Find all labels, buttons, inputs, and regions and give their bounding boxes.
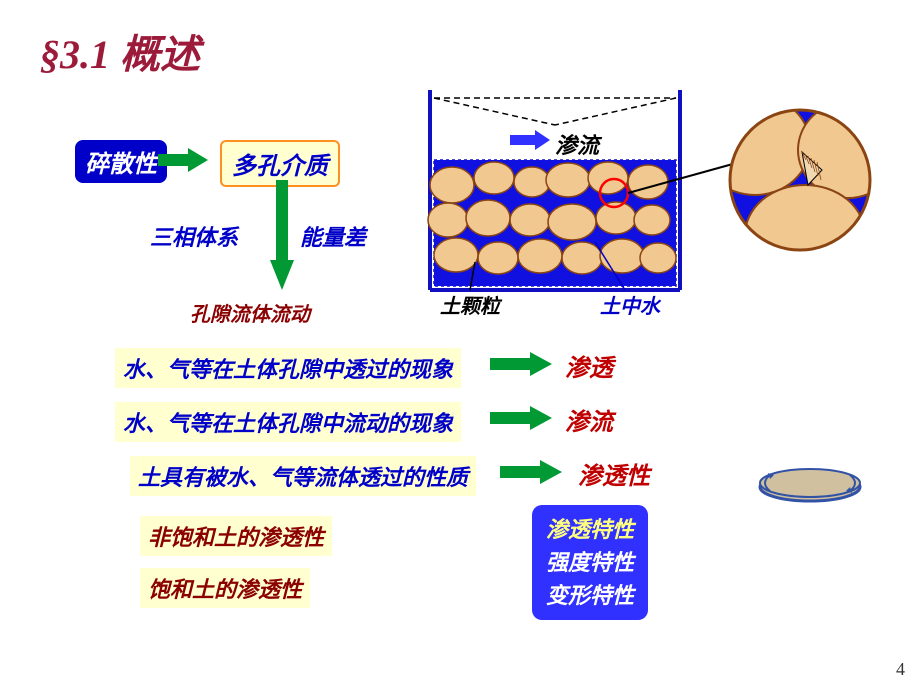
soil-water-diagram: [0, 0, 920, 320]
soil-particle-label-text: 土颗粒: [440, 296, 500, 318]
char-line-2: 变形特性: [546, 579, 634, 612]
water-in-soil-label: 土中水: [600, 290, 660, 319]
def-penetration: 水、气等在土体孔隙中透过的现象: [115, 348, 461, 388]
label-saturated: 饱和土的渗透性: [140, 568, 310, 608]
res-permeability: 渗透性: [578, 456, 650, 491]
def-seepage: 水、气等在土体孔隙中流动的现象: [115, 402, 461, 442]
container-dashed-top: [434, 98, 676, 125]
def-permeability-text: 土具有被水、气等流体透过的性质: [138, 465, 468, 490]
soil-particle-label: 土颗粒: [440, 290, 500, 319]
def-seepage-text: 水、气等在土体孔隙中流动的现象: [123, 411, 453, 436]
seepage-arrow-icon: [510, 130, 550, 150]
def-permeability: 土具有被水、气等流体透过的性质: [130, 456, 476, 496]
label-unsaturated-text: 非饱和土的渗透性: [148, 525, 324, 550]
def-penetration-text: 水、气等在土体孔隙中透过的现象: [123, 357, 453, 382]
seepage-label-text: 渗流: [555, 133, 599, 158]
characteristics-box: 渗透特性 强度特性 变形特性: [532, 505, 648, 620]
arrow-def2: [490, 406, 560, 436]
page-number-text: 4: [896, 659, 905, 679]
soil-particles: [428, 162, 676, 274]
res-seepage-text: 渗流: [565, 410, 613, 436]
water-in-soil-label-text: 土中水: [600, 296, 660, 318]
label-unsaturated: 非饱和土的渗透性: [140, 516, 332, 556]
res-penetration: 渗透: [565, 348, 613, 383]
arrow-def3: [500, 460, 570, 490]
arrow-def1: [490, 352, 560, 382]
seepage-label: 渗流: [555, 128, 599, 160]
res-permeability-text: 渗透性: [578, 464, 650, 490]
page-number: 4: [896, 659, 905, 680]
res-penetration-text: 渗透: [565, 356, 613, 382]
char-line-1: 强度特性: [546, 546, 634, 579]
res-seepage: 渗流: [565, 402, 613, 437]
disc-icon: [750, 465, 870, 515]
char-line-0: 渗透特性: [546, 513, 634, 546]
label-saturated-text: 饱和土的渗透性: [148, 577, 302, 602]
